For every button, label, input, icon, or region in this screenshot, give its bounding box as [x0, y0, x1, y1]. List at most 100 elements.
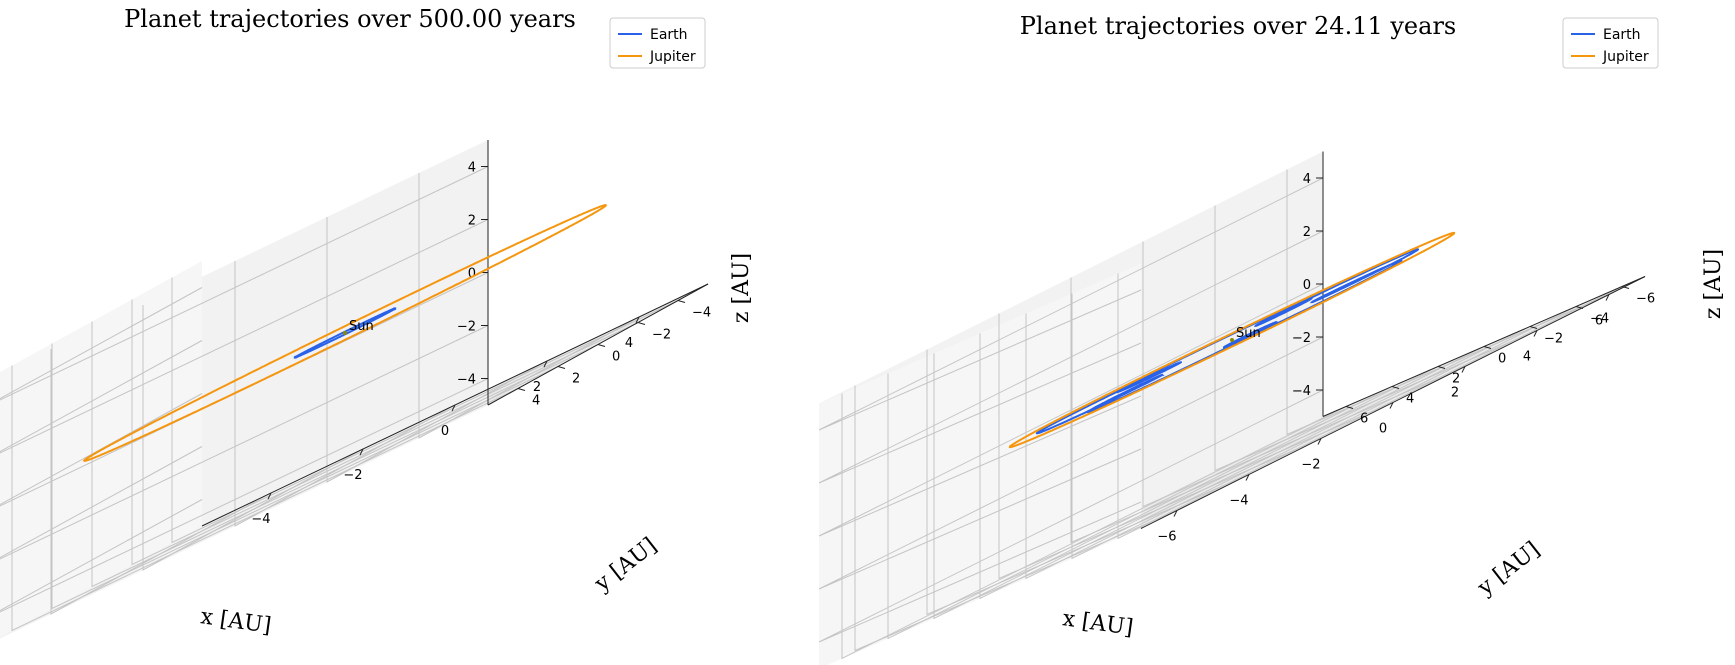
z-tick-label: 4 — [468, 161, 476, 176]
x-tick-mark — [543, 360, 548, 368]
x-tick-label: −6 — [1157, 530, 1176, 545]
x-tick-mark — [267, 492, 272, 500]
sun-label: Sun — [1236, 326, 1261, 341]
y-tick-mark — [1483, 346, 1492, 349]
y-tick-mark — [1529, 326, 1538, 329]
x-tick-mark — [1461, 366, 1466, 373]
y-tick-label: 2 — [1452, 372, 1460, 387]
y-tick-label: 0 — [1498, 352, 1506, 367]
x-tick-mark — [635, 316, 640, 324]
x-tick-label: 0 — [1379, 422, 1387, 437]
gridline-y — [51, 343, 559, 610]
y-tick-mark — [517, 388, 526, 391]
gridline-y — [11, 365, 519, 632]
z-tick-label: 2 — [468, 214, 476, 229]
gridline-z — [818, 230, 1324, 484]
y-tick-mark — [557, 366, 566, 369]
x-tick-mark — [1389, 402, 1394, 409]
gridline-x — [1286, 169, 1610, 436]
z-tick-label: −2 — [1292, 331, 1311, 346]
y-tick-label: 0 — [612, 350, 620, 365]
y-axis-label: y [AU] — [590, 533, 662, 597]
y-tick-label: −2 — [652, 328, 671, 343]
y-axis-label: y [AU] — [1473, 537, 1545, 601]
legend-label-earth: Earth — [1603, 27, 1641, 43]
z-tick-label: −2 — [457, 320, 476, 335]
gridline-z — [0, 166, 489, 401]
gridline-y — [933, 353, 1439, 620]
y-tick-mark — [677, 300, 686, 303]
y-tick-label: 4 — [532, 394, 540, 409]
z-tick-label: −4 — [1292, 384, 1311, 399]
y-tick-mark — [637, 322, 646, 325]
gridline-z — [818, 177, 1324, 431]
x-tick-label: −2 — [1301, 458, 1320, 473]
x-tick-label: 4 — [625, 336, 633, 351]
y-tick-mark — [1391, 386, 1400, 389]
z-tick-label: 0 — [468, 267, 476, 282]
y-tick-label: 6 — [1360, 412, 1368, 427]
gridline-z — [0, 219, 489, 454]
gridline-y — [91, 321, 599, 588]
x-tick-mark — [1317, 438, 1322, 445]
gridline-y — [131, 299, 639, 566]
x-tick-mark — [451, 404, 456, 412]
sun-marker — [1230, 338, 1234, 342]
x-tick-mark — [1245, 474, 1250, 481]
gridline-y — [887, 373, 1393, 640]
x-tick-mark — [359, 448, 364, 456]
z-axis-label: z [AU] — [729, 253, 754, 323]
x-tick-mark — [1605, 294, 1610, 301]
gridline-y — [979, 333, 1485, 600]
z-tick-label: 0 — [1303, 278, 1311, 293]
legend-label-earth: Earth — [650, 27, 688, 43]
series-line-earth — [293, 307, 397, 359]
series-line-jupiter — [83, 204, 607, 462]
y-tick-mark — [1345, 406, 1354, 409]
gridline-z — [0, 378, 489, 613]
x-tick-label: −4 — [1229, 494, 1248, 509]
x-tick-label: −2 — [343, 468, 362, 483]
chart-title: Planet trajectories over 24.11 years — [1020, 12, 1456, 40]
sun-label: Sun — [349, 319, 374, 334]
series-line-jupiter — [1008, 231, 1456, 449]
z-tick-label: −4 — [457, 373, 476, 388]
y-tick-label: 2 — [572, 372, 580, 387]
chart-title: Planet trajectories over 500.00 years — [124, 5, 576, 33]
y-tick-label: −2 — [1544, 332, 1563, 347]
x-axis-label: x [AU] — [199, 604, 273, 639]
x-axis-label: x [AU] — [1061, 606, 1135, 641]
gridline-z — [818, 336, 1324, 590]
x-tick-label: 4 — [1523, 350, 1531, 365]
gridline-y — [1071, 293, 1577, 560]
y-tick-mark — [1621, 286, 1630, 289]
x-tick-label: −4 — [251, 512, 270, 527]
x-tick-mark — [1533, 330, 1538, 337]
x-tick-label: 6 — [1595, 314, 1603, 329]
y-tick-mark — [1575, 306, 1584, 309]
gridline-y — [1025, 313, 1531, 580]
y-tick-label: −6 — [1636, 292, 1655, 307]
y-tick-label: −4 — [692, 306, 711, 321]
x-tick-label: 2 — [1451, 386, 1459, 401]
z-axis-label: z [AU] — [1701, 249, 1726, 319]
y-tick-mark — [597, 344, 606, 347]
legend-label-jupiter: Jupiter — [1602, 49, 1649, 65]
gridline-y — [1117, 273, 1623, 540]
gridline-z — [0, 325, 489, 560]
z-tick-label: 4 — [1303, 172, 1311, 187]
gridline-z — [818, 283, 1324, 537]
y-tick-label: −4 — [1590, 312, 1609, 327]
legend-label-jupiter: Jupiter — [649, 49, 696, 65]
x-tick-label: 0 — [441, 424, 449, 439]
gridline-y — [171, 277, 679, 544]
y-tick-label: 4 — [1406, 392, 1414, 407]
x-tick-label: 2 — [533, 380, 541, 395]
x-tick-mark — [1173, 510, 1178, 517]
sun-marker — [343, 331, 347, 335]
gridline-z — [818, 389, 1324, 643]
y-tick-mark — [1437, 366, 1446, 369]
